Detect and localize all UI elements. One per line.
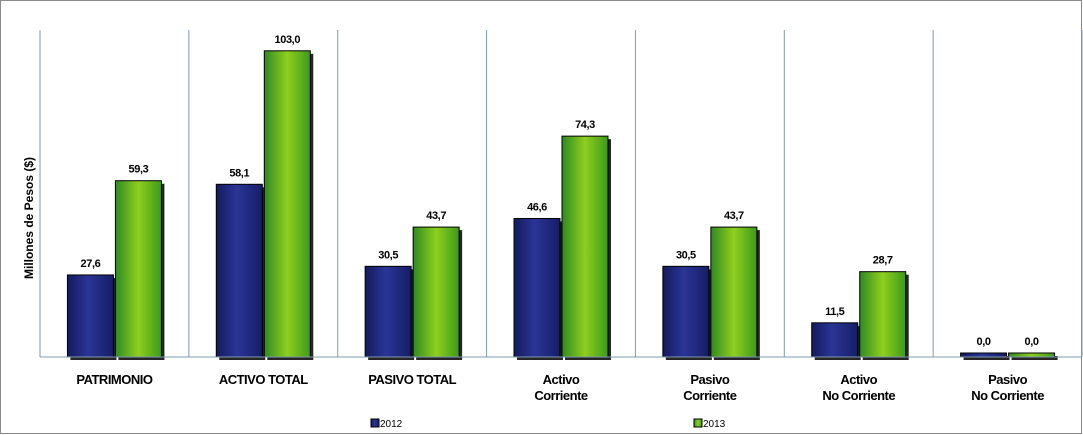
bar-2013-5 [859,271,907,358]
data-label-2013-5: 28,7 [873,255,893,267]
category-label-5: Activo No Corriente [822,372,895,403]
bar-2012-0 [66,274,114,358]
data-label-2013-4: 43,7 [724,210,744,222]
category-label-6: Pasivo No Corriente [971,372,1044,403]
bar-shadow [963,356,1010,360]
category-label-0: PATRIMONIO [76,372,153,387]
y-axis-title: Millones de Pesos ($) [22,157,36,279]
bar-2012-2 [364,265,412,358]
legend-swatch-2012 [370,418,380,428]
bar-shadow [1011,356,1058,360]
bar-2013-6 [1008,352,1056,358]
category-label-4: Pasivo Corriente [683,372,737,403]
bar-2013-4 [710,226,758,358]
category-label-2: PASIVO TOTAL [368,372,456,387]
bar-2012-3 [513,217,561,358]
data-label-2013-2: 43,7 [426,210,446,222]
legend-swatch-2013 [693,418,703,428]
bar-2012-5 [811,322,859,358]
bar-2012-4 [662,265,710,358]
legend: 2012 2013 [370,418,726,430]
data-label-2013-0: 59,3 [129,164,149,176]
data-label-2012-4: 30,5 [676,249,696,261]
bar-2013-0 [114,180,162,358]
bar-2012-6 [960,352,1008,358]
data-label-2012-6: 0,0 [977,336,991,348]
bar-2013-1 [263,50,311,358]
bar-2013-3 [561,135,609,358]
data-label-2012-0: 27,6 [81,258,101,270]
bar-2012-1 [215,183,263,358]
legend-label-2012: 2012 [380,419,403,430]
category-label-3: Activo Corriente [534,372,588,403]
category-label-1: ACTIVO TOTAL [219,372,308,387]
data-label-2012-2: 30,5 [378,249,398,261]
legend-label-2013: 2013 [703,419,726,430]
data-label-2012-3: 46,6 [527,201,547,213]
data-label-2013-1: 103,0 [275,34,301,46]
data-label-2012-1: 58,1 [229,167,249,179]
data-label-2012-5: 11,5 [825,306,844,318]
data-label-2013-3: 74,3 [575,119,595,131]
bar-2013-2 [412,226,460,358]
data-label-2013-6: 0,0 [1025,336,1039,348]
